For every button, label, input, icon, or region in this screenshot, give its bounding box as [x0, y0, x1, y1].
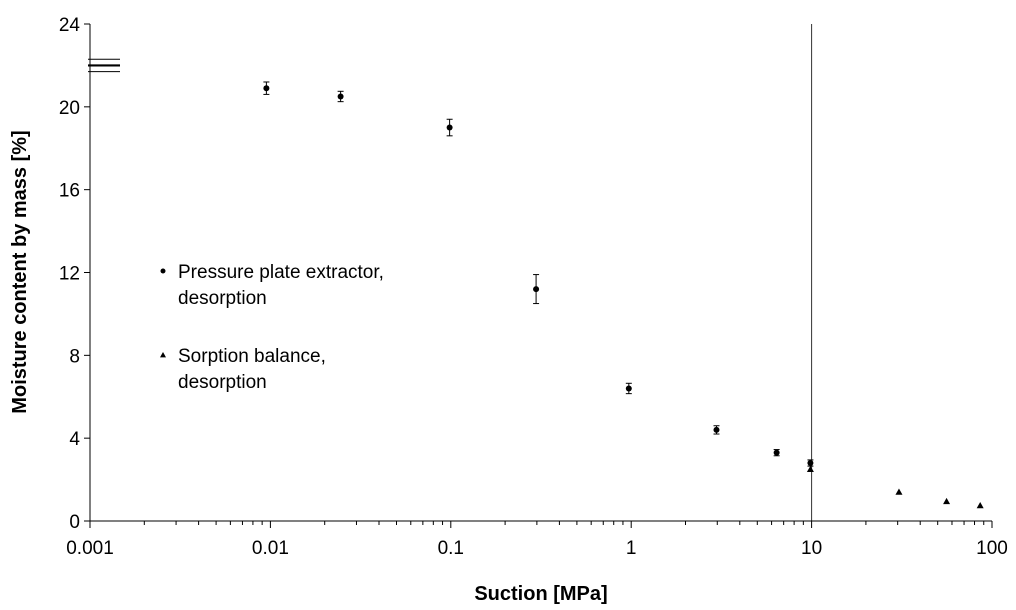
legend-entry-text: desorption: [178, 288, 267, 309]
data-point-pressure-plate: [713, 426, 720, 433]
y-tick-label: 0: [69, 512, 80, 533]
data-point-pressure-plate: [337, 93, 344, 100]
legend-entry-text: Sorption balance,: [178, 346, 326, 367]
data-point-sorption-balance: [806, 465, 814, 473]
data-point-pressure-plate: [446, 124, 453, 131]
y-tick-label: 24: [59, 15, 81, 36]
data-point-sorption-balance: [976, 501, 984, 509]
ticks: 0 4 8 12 16 20 24 0.001 0.01 0.1 1 10 100: [59, 15, 1008, 559]
y-tick-label: 4: [69, 429, 80, 450]
legend: Pressure plate extractor, desorption Sorpt…: [160, 262, 384, 393]
data-point-sorption-balance: [943, 497, 951, 505]
data-point-pressure-plate: [773, 449, 780, 456]
x-tick-label: 0.1: [438, 538, 464, 559]
x-tick-label: 0.001: [66, 538, 114, 559]
y-tick-label: 12: [59, 264, 80, 285]
y-axis-title: Moisture content by mass [%]: [9, 130, 31, 413]
data-point-pressure-plate: [263, 85, 270, 92]
y-tick-label: 16: [59, 181, 80, 202]
y-tick-label: 20: [59, 98, 80, 119]
legend-entry-text: desorption: [178, 372, 267, 393]
legend-marker-sorption-balance: [160, 352, 166, 358]
x-tick-label: 100: [976, 538, 1008, 559]
data-point-pressure-plate: [533, 286, 540, 293]
x-axis-title: Suction [MPa]: [474, 583, 607, 605]
reference-lines: [88, 24, 813, 521]
x-tick-label: 10: [801, 538, 822, 559]
x-tick-label: 0.01: [252, 538, 289, 559]
data-point-sorption-balance: [895, 488, 903, 495]
legend-marker-pressure-plate: [160, 268, 166, 274]
data-point-pressure-plate: [807, 460, 814, 467]
y-tick-label: 8: [69, 346, 80, 367]
data-point-pressure-plate: [625, 385, 632, 392]
legend-entry-text: Pressure plate extractor,: [178, 262, 384, 283]
x-tick-label: 1: [626, 538, 637, 559]
data-marks: [263, 81, 984, 509]
